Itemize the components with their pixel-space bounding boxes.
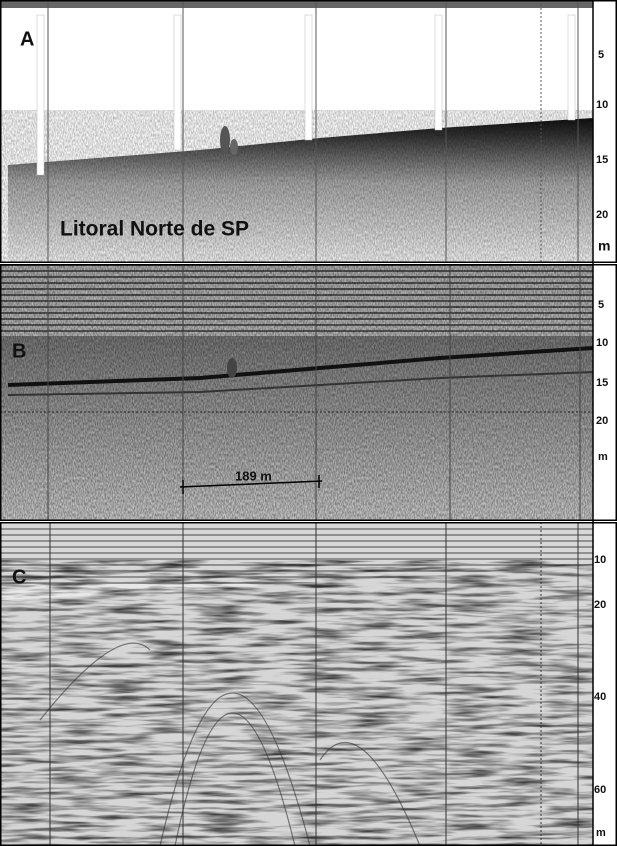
panel-c-image [0, 522, 593, 846]
scale-bar-label: 189 m [235, 468, 272, 483]
seismic-figure: A Litoral Norte de SP B 189 m C 5 10 15 … [0, 0, 617, 846]
caption: Litoral Norte de SP [60, 218, 249, 241]
panel-label: C [12, 566, 26, 588]
depth-label: m [598, 238, 610, 254]
depth-label: m [596, 827, 606, 839]
depth-label: 15 [596, 377, 608, 389]
depth-label: 5 [598, 299, 604, 311]
depth-label: 20 [596, 415, 608, 427]
depth-label: 5 [598, 49, 604, 61]
depth-label: 60 [594, 784, 606, 796]
depth-label: 20 [594, 599, 606, 611]
depth-label: 15 [596, 154, 608, 166]
depth-label: 10 [596, 337, 608, 349]
depth-label: 10 [596, 99, 608, 111]
depth-label: m [598, 451, 608, 463]
depth-label: 20 [596, 209, 608, 221]
depth-label: 40 [594, 691, 606, 703]
panel-b-image [0, 264, 593, 520]
panel-label: B [12, 340, 26, 362]
panel-label: A [20, 28, 34, 50]
depth-label: 10 [594, 554, 606, 566]
